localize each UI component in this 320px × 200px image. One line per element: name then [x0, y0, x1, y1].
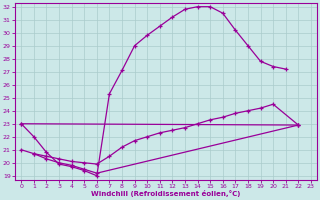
- X-axis label: Windchill (Refroidissement éolien,°C): Windchill (Refroidissement éolien,°C): [92, 190, 241, 197]
